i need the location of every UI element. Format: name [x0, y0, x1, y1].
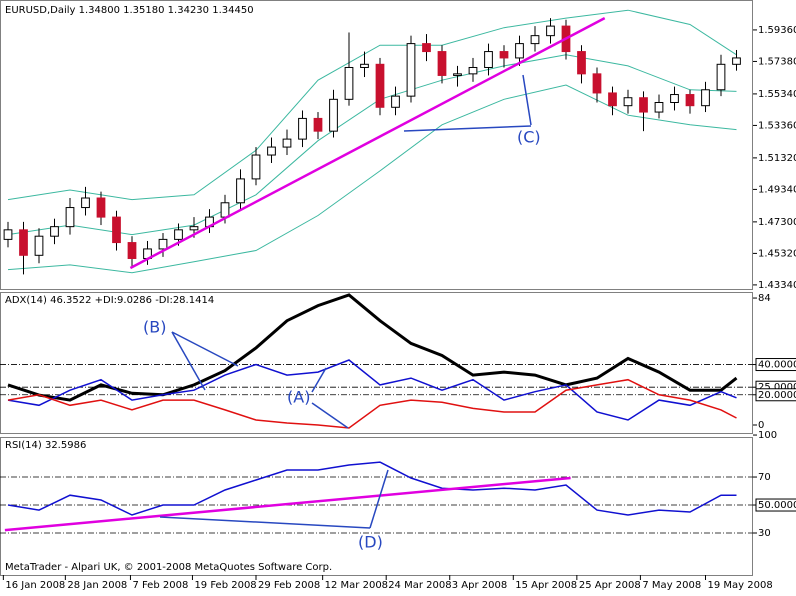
candle-body [19, 229, 28, 256]
candle-body [701, 89, 710, 107]
x-tick-label: 24 Mar 2008 [388, 580, 451, 591]
candle-body [732, 57, 741, 65]
candle-body [685, 94, 695, 107]
y-tick-label: 40.0000 [758, 360, 796, 371]
y-tick-label: 30 [758, 528, 771, 539]
y-tick-label: 1.57380 [758, 56, 796, 67]
indicator-line [7, 461, 737, 516]
x-tick-label: 19 May 2008 [707, 580, 772, 591]
y-tick-label: 1.53360 [758, 120, 796, 131]
candle-body [406, 43, 416, 97]
candle-body [546, 25, 555, 37]
y-tick-label: 1.45320 [758, 248, 796, 259]
x-tick-label: 15 Apr 2008 [515, 580, 577, 591]
y-tick-label: 1.49340 [758, 184, 796, 195]
candle-body [282, 138, 292, 148]
adx-title: ADX(14) 46.3522 +DI:9.0286 -DI:28.1414 [5, 295, 214, 306]
x-tick-label: 16 Jan 2008 [5, 580, 65, 591]
candle-body [189, 226, 199, 231]
x-tick-label: 3 Apr 2008 [452, 580, 507, 591]
candle-body [3, 229, 13, 240]
price-title: EURUSD,Daily 1.34800 1.35180 1.34230 1.3… [5, 5, 254, 16]
annotation-lines [159, 74, 532, 529]
annotation: (C) [517, 128, 541, 147]
x-tick-label: 29 Feb 2008 [258, 580, 320, 591]
candle-body [623, 97, 633, 107]
annotation: (D) [358, 533, 383, 552]
y-tick-label: 1.55340 [758, 89, 796, 100]
y-tick-label: 50.0000 [758, 500, 796, 511]
y-tick-label: 1.51320 [758, 153, 796, 164]
candle-body [716, 63, 726, 91]
trend-line [4, 476, 571, 532]
candle-body [654, 102, 664, 113]
indicator-line [7, 378, 737, 429]
candle-body [96, 197, 106, 218]
candle-body [344, 66, 354, 100]
price-panel [0, 0, 753, 290]
bollinger-band [7, 84, 737, 274]
y-tick-label: 1.59360 [758, 25, 796, 36]
candle-body [251, 154, 261, 180]
x-tick-label: 19 Feb 2008 [194, 580, 256, 591]
candle-body [391, 95, 400, 108]
tick-label-box [755, 498, 796, 512]
annotation: (A) [287, 388, 310, 407]
candle-body [158, 238, 168, 250]
tick-label-box [755, 358, 796, 372]
annotation: (B) [143, 318, 166, 337]
candle-body [375, 63, 385, 108]
tick-label-box [755, 388, 796, 402]
y-tick-label: 0 [758, 420, 764, 431]
candle-body [112, 216, 121, 244]
bollinger-band [7, 9, 737, 201]
candle-body [329, 98, 338, 132]
candle-body [592, 73, 602, 94]
indicator-line [7, 359, 737, 421]
x-tick-label: 12 Mar 2008 [325, 580, 388, 591]
candle-body [34, 235, 44, 256]
candle-body [484, 51, 493, 68]
y-tick-label: 100 [758, 430, 777, 441]
candle-body [530, 35, 540, 45]
footer: MetaTrader - Alpari UK, © 2001-2008 Meta… [5, 562, 332, 573]
candle-body [267, 146, 276, 156]
candle-body [360, 63, 369, 68]
candle-body [670, 94, 679, 104]
candle-body [65, 207, 75, 228]
candle-body [608, 92, 617, 107]
candle-body [220, 202, 230, 218]
y-tick-label: 1.47300 [758, 217, 796, 228]
x-tick-label: 7 Feb 2008 [132, 580, 188, 591]
plot-layer: 1.59360 1.57380 1.55340 1.53360 1.51320 1.493… [0, 9, 796, 591]
x-tick-label: 28 Jan 2008 [67, 580, 127, 591]
indicator-line [7, 293, 738, 402]
y-tick-label: 84 [758, 293, 771, 304]
candle-body [639, 97, 648, 113]
candle-body [50, 226, 59, 237]
candle-body [437, 51, 447, 76]
candle-body [174, 229, 183, 240]
y-tick-label: 25.0000 [758, 382, 796, 393]
y-tick-label: 20.0000 [758, 390, 796, 401]
y-tick-label: 70 [758, 472, 771, 483]
candle-body [499, 51, 509, 59]
candle-body [577, 51, 586, 75]
candle-body [468, 66, 478, 75]
trend-line [129, 16, 606, 270]
x-tick-label: 25 Apr 2008 [579, 580, 641, 591]
candle-body [127, 242, 137, 259]
rsi-title: RSI(14) 32.5986 [5, 440, 86, 451]
candle-body [298, 117, 307, 140]
y-tick-label: 1.43340 [758, 280, 796, 291]
x-tick-label: 7 May 2008 [642, 580, 701, 591]
candle-body [422, 43, 431, 53]
candle-body [81, 197, 90, 209]
candle-body [453, 73, 462, 76]
candle-body [313, 117, 323, 132]
candle-body [515, 43, 524, 59]
candle-body [236, 178, 245, 204]
